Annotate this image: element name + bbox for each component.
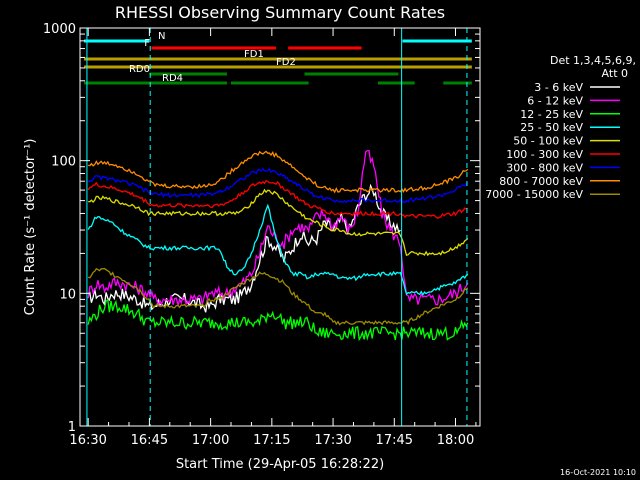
y-axis-label: Count Rate (s⁻¹ detector⁻¹) bbox=[23, 139, 38, 316]
series-line-8 bbox=[87, 267, 469, 326]
flag-label-rd4: RD4 bbox=[162, 73, 183, 84]
legend-label: 3 - 6 keV bbox=[534, 81, 583, 94]
x-tick-label: 18:00 bbox=[437, 433, 474, 448]
x-tick-label: 16:30 bbox=[69, 433, 106, 448]
legend-label: 25 - 50 keV bbox=[520, 121, 583, 134]
series-line-5 bbox=[87, 179, 469, 219]
series-line-3 bbox=[87, 203, 469, 296]
series-line-6 bbox=[87, 167, 469, 204]
series-line-2 bbox=[87, 298, 469, 342]
legend-label: 6 - 12 keV bbox=[527, 94, 583, 107]
flag-label-f: F bbox=[144, 38, 150, 49]
observing-flags: NF FD1 FD2 RD0 RD4 bbox=[84, 31, 472, 85]
legend-label: 12 - 25 keV bbox=[520, 108, 583, 121]
legend-label: 100 - 300 keV bbox=[506, 148, 583, 161]
x-tick-label: 17:15 bbox=[253, 433, 290, 448]
x-tick-label: 16:45 bbox=[131, 433, 168, 448]
axes: 16:30 16:45 17:00 17:15 17:30 17:45 18:00 1 10 10… bbox=[43, 22, 480, 448]
flag-label-rd0: RD0 bbox=[129, 64, 150, 75]
flag-label-fd2: FD2 bbox=[276, 57, 296, 68]
x-tick-label: 17:45 bbox=[376, 433, 413, 448]
series-line-4 bbox=[88, 188, 469, 257]
y-tick-label: 10 bbox=[59, 287, 76, 302]
y-tick-label: 1 bbox=[68, 420, 76, 435]
legend-header-line1: Det 1,3,4,5,6,9, bbox=[550, 54, 636, 67]
legend-label: 300 - 800 keV bbox=[506, 161, 583, 174]
timestamp: 16-Oct-2021 10:10 bbox=[560, 468, 636, 477]
series-line-0 bbox=[87, 183, 401, 313]
y-tick-label: 1000 bbox=[43, 22, 76, 37]
legend-label: 50 - 100 keV bbox=[513, 135, 583, 148]
legend-header-line2: Att 0 bbox=[602, 67, 628, 80]
x-tick-label: 17:00 bbox=[192, 433, 229, 448]
boundary-lines bbox=[86, 28, 468, 426]
series-line-7 bbox=[88, 150, 469, 194]
plot-frame bbox=[79, 27, 481, 427]
flag-label-fd1: FD1 bbox=[244, 49, 264, 60]
x-tick-label: 17:30 bbox=[314, 433, 351, 448]
data-series bbox=[87, 149, 469, 342]
legend-label: 7000 - 15000 keV bbox=[485, 188, 583, 201]
y-tick-label: 100 bbox=[51, 155, 76, 170]
x-axis-label: Start Time (29-Apr-05 16:28:22) bbox=[176, 457, 384, 472]
chart-title: RHESSI Observing Summary Count Rates bbox=[115, 3, 445, 22]
legend-label: 800 - 7000 keV bbox=[499, 175, 583, 188]
flag-label-n: N bbox=[158, 31, 165, 42]
